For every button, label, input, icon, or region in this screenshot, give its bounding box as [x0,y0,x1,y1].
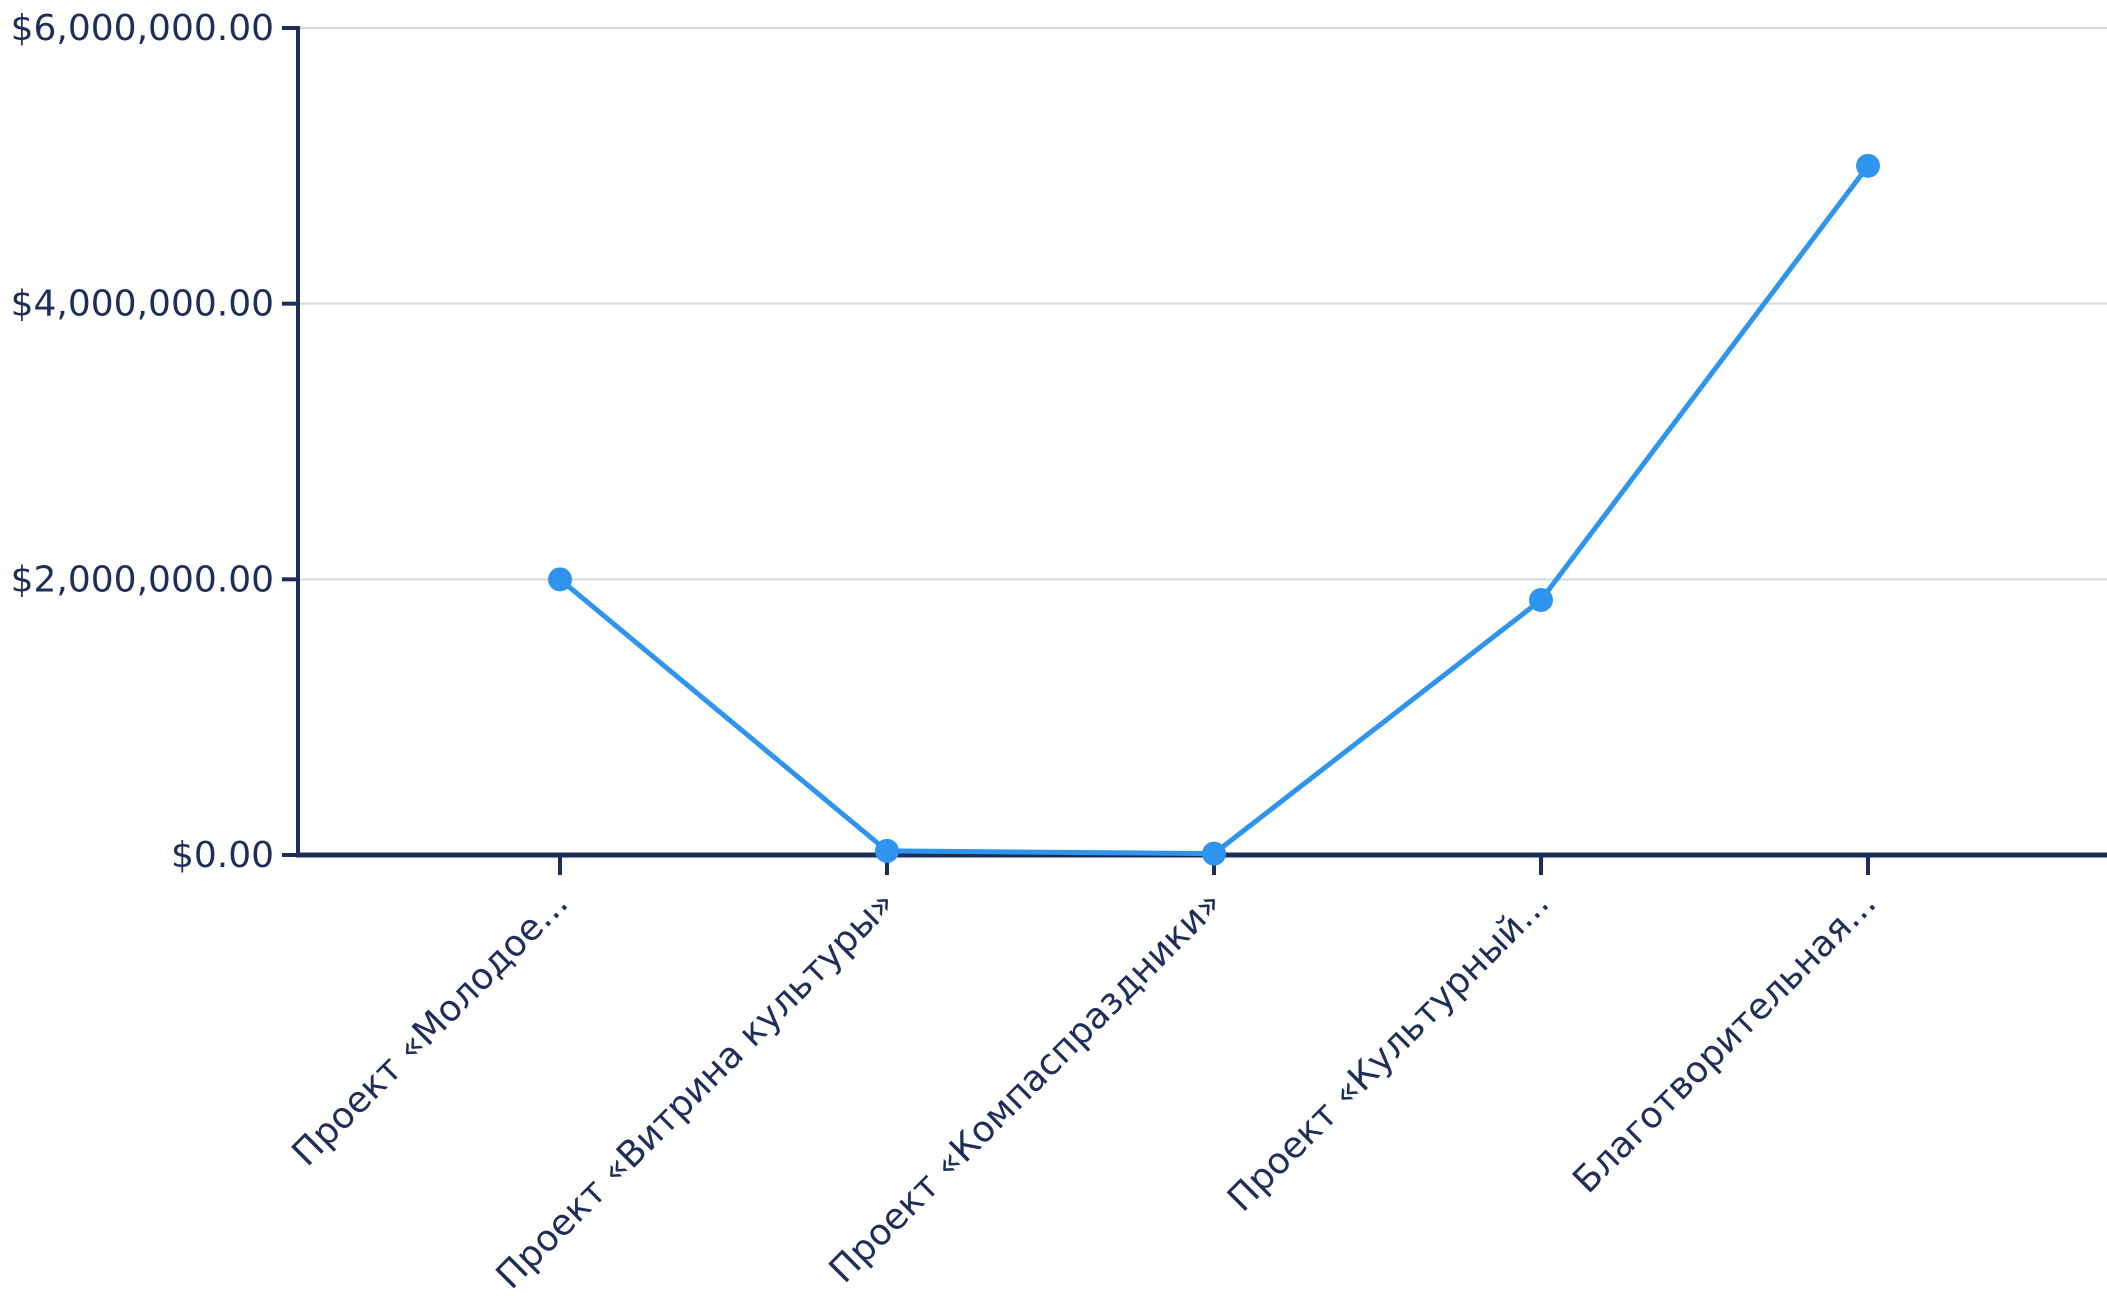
data-point[interactable] [875,838,899,863]
x-axis-ticks: Проект «Молодое...Проект «Витрина культу… [284,855,1884,1297]
y-tick-label: $2,000,000.00 [11,559,274,600]
axes [296,26,2107,858]
series [548,153,1880,866]
data-point[interactable] [548,567,572,592]
x-tick-label: Проект «Культурный... [1220,882,1557,1219]
y-axis-ticks: $0.00 $2,000,000.00 $4,000,000.00 $6,000,00… [11,8,298,876]
series-line [557,163,1871,857]
x-tick-label: Проект «Компаспраздники» [822,882,1231,1291]
x-tick-label: Проект «Витрина культуры» [489,882,904,1297]
x-tick-label: Проект «Молодое... [284,882,576,1174]
data-point[interactable] [1856,153,1880,178]
y-tick-label: $6,000,000.00 [11,8,274,49]
data-point[interactable] [1529,588,1553,613]
y-tick-label: $4,000,000.00 [11,284,274,325]
gridlines [298,27,2107,581]
y-tick-label: $0.00 [171,835,274,876]
x-tick-label: Благотворительная... [1565,882,1884,1201]
data-point[interactable] [1202,841,1226,866]
